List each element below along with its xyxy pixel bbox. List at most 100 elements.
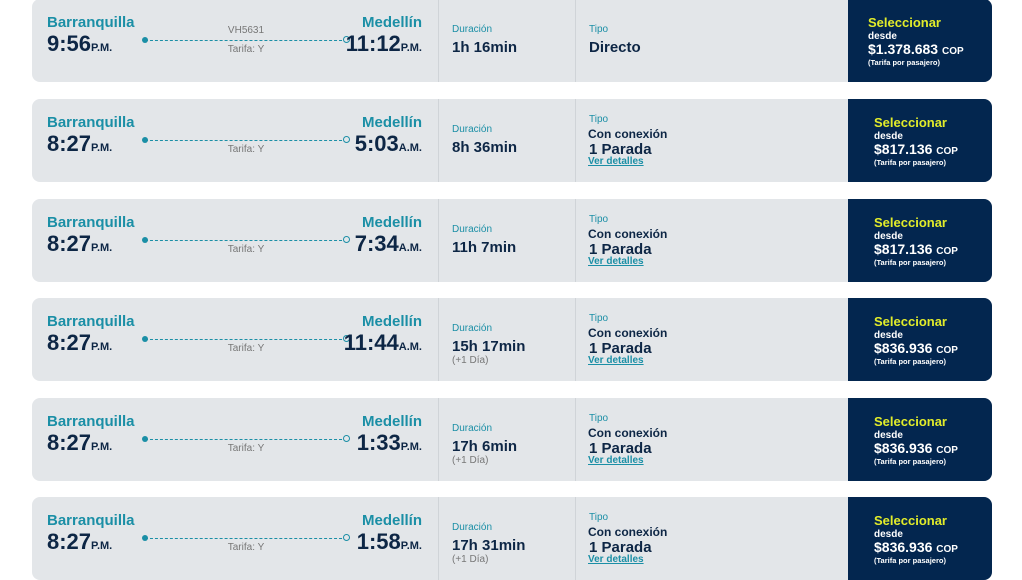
from-label: desde [874, 430, 903, 441]
route-line [145, 339, 347, 340]
duration-column: Duración 17h 31min (+1 Día) [438, 497, 576, 580]
flight-card[interactable]: Barranquilla 8:27P.M. Tarifa: Y Medellín… [32, 298, 992, 381]
type-label: Tipo [589, 114, 609, 125]
connection-label: Con conexión [588, 525, 668, 539]
destination-dot-icon [343, 36, 350, 43]
destination-city: Medellín [361, 14, 422, 31]
fare-class: Tarifa: Y [227, 244, 265, 255]
from-label: desde [874, 529, 903, 540]
next-day-note: (+1 Día) [452, 355, 489, 366]
type-label: Tipo [589, 512, 609, 523]
duration-value: 17h 6min [452, 438, 518, 455]
origin-city: Barranquilla [47, 313, 135, 330]
type-column: Tipo Directo [575, 0, 848, 82]
select-price-button[interactable]: Seleccionar desde $817.136 COP (Tarifa p… [848, 199, 992, 282]
per-passenger-note: (Tarifa por pasajero) [874, 158, 946, 167]
origin-city: Barranquilla [47, 512, 135, 529]
flight-route: Barranquilla 9:56P.M. VH5631 Tarifa: Y M… [32, 0, 438, 82]
select-price-button[interactable]: Seleccionar desde $836.936 COP (Tarifa p… [848, 497, 992, 580]
select-price-button[interactable]: Seleccionar desde $817.136 COP (Tarifa p… [848, 99, 992, 182]
destination-dot-icon [343, 136, 350, 143]
details-link[interactable]: Ver detalles [588, 554, 644, 565]
stops-value: 1 Parada [589, 539, 652, 556]
type-column: Tipo Con conexión 1 Parada Ver detalles [575, 99, 848, 182]
stops-value: 1 Parada [589, 141, 652, 158]
destination-dot-icon [343, 534, 350, 541]
arrival-time: 11:44A.M. [343, 330, 422, 355]
details-link[interactable]: Ver detalles [588, 256, 644, 267]
duration-label: Duración [452, 224, 493, 235]
origin-city: Barranquilla [47, 214, 135, 231]
departure-time: 9:56P.M. [47, 31, 113, 56]
destination-city: Medellín [361, 114, 422, 131]
flight-route: Barranquilla 8:27P.M. Tarifa: Y Medellín… [32, 298, 438, 381]
destination-dot-icon [343, 435, 350, 442]
select-price-button[interactable]: Seleccionar desde $836.936 COP (Tarifa p… [848, 298, 992, 381]
per-passenger-note: (Tarifa por pasajero) [868, 58, 940, 67]
fare-class: Tarifa: Y [227, 144, 265, 155]
route-line [145, 40, 347, 41]
duration-column: Duración 15h 17min (+1 Día) [438, 298, 576, 381]
price-amount: $817.136 COP [874, 241, 958, 257]
flight-card[interactable]: Barranquilla 8:27P.M. Tarifa: Y Medellín… [32, 497, 992, 580]
details-link[interactable]: Ver detalles [588, 455, 644, 466]
select-label: Seleccionar [874, 513, 947, 528]
arrival-time: 5:03A.M. [354, 131, 422, 156]
flight-code: VH5631 [227, 25, 265, 36]
stops-value: 1 Parada [589, 241, 652, 258]
select-label: Seleccionar [874, 115, 947, 130]
type-column: Tipo Con conexión 1 Parada Ver detalles [575, 298, 848, 381]
from-label: desde [874, 330, 903, 341]
flight-card[interactable]: Barranquilla 9:56P.M. VH5631 Tarifa: Y M… [32, 0, 992, 82]
per-passenger-note: (Tarifa por pasajero) [874, 258, 946, 267]
select-label: Seleccionar [868, 15, 941, 30]
type-label: Tipo [589, 413, 609, 424]
duration-value: 17h 31min [452, 537, 526, 554]
duration-value: 15h 17min [452, 338, 526, 355]
per-passenger-note: (Tarifa por pasajero) [874, 357, 946, 366]
next-day-note: (+1 Día) [452, 455, 489, 466]
type-label: Tipo [589, 24, 609, 35]
details-link[interactable]: Ver detalles [588, 156, 644, 167]
duration-value: 11h 7min [452, 239, 517, 256]
route-line [145, 538, 347, 539]
duration-label: Duración [452, 24, 493, 35]
duration-label: Duración [452, 423, 493, 434]
from-label: desde [874, 231, 903, 242]
departure-time: 8:27P.M. [47, 231, 113, 256]
select-price-button[interactable]: Seleccionar desde $836.936 COP (Tarifa p… [848, 398, 992, 481]
type-column: Tipo Con conexión 1 Parada Ver detalles [575, 398, 848, 481]
type-value: Directo [589, 39, 641, 56]
price-amount: $1.378.683 COP [868, 41, 964, 57]
connection-label: Con conexión [588, 426, 668, 440]
stops-value: 1 Parada [589, 440, 652, 457]
duration-column: Duración 17h 6min (+1 Día) [438, 398, 576, 481]
select-label: Seleccionar [874, 314, 947, 329]
details-link[interactable]: Ver detalles [588, 355, 644, 366]
price-amount: $836.936 COP [874, 340, 958, 356]
duration-label: Duración [452, 522, 493, 533]
from-label: desde [874, 131, 903, 142]
duration-value: 1h 16min [452, 39, 518, 56]
flight-card[interactable]: Barranquilla 8:27P.M. Tarifa: Y Medellín… [32, 99, 992, 182]
connection-label: Con conexión [588, 227, 668, 241]
type-column: Tipo Con conexión 1 Parada Ver detalles [575, 199, 848, 282]
flight-card[interactable]: Barranquilla 8:27P.M. Tarifa: Y Medellín… [32, 398, 992, 481]
price-amount: $817.136 COP [874, 141, 958, 157]
duration-value: 8h 36min [452, 139, 518, 156]
departure-time: 8:27P.M. [47, 330, 113, 355]
arrival-time: 11:12P.M. [345, 31, 422, 56]
select-price-button[interactable]: Seleccionar desde $1.378.683 COP (Tarifa… [848, 0, 992, 82]
flight-route: Barranquilla 8:27P.M. Tarifa: Y Medellín… [32, 497, 438, 580]
type-label: Tipo [589, 313, 609, 324]
flight-card[interactable]: Barranquilla 8:27P.M. Tarifa: Y Medellín… [32, 199, 992, 282]
arrival-time: 1:33P.M. [356, 430, 422, 455]
type-label: Tipo [589, 214, 609, 225]
origin-city: Barranquilla [47, 14, 135, 31]
route-line [145, 439, 347, 440]
duration-label: Duración [452, 323, 493, 334]
per-passenger-note: (Tarifa por pasajero) [874, 556, 946, 565]
duration-label: Duración [452, 124, 493, 135]
flight-route: Barranquilla 8:27P.M. Tarifa: Y Medellín… [32, 199, 438, 282]
duration-column: Duración 11h 7min [438, 199, 576, 282]
